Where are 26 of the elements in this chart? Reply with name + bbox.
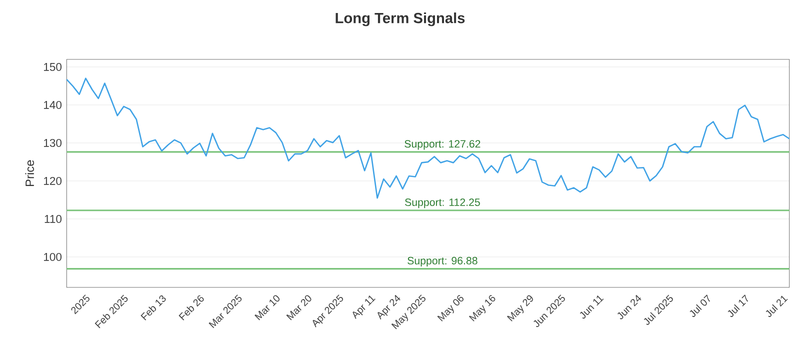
- x-tick-label: Apr 24: [378, 294, 400, 320]
- x-tick-label: Apr 11: [352, 295, 376, 320]
- y-tick-label: 130: [44, 138, 62, 147]
- ref-line-label: Support: 96.88: [408, 256, 478, 267]
- x-tick-label: Jul 07: [690, 294, 710, 318]
- x-tick-label: Mar 10: [254, 295, 280, 320]
- y-tick-label: 120: [44, 176, 62, 185]
- x-tick-label: Jun 24: [618, 294, 642, 320]
- x-tick-label: May 06: [437, 295, 464, 322]
- x-tick-label: Jun 11: [580, 295, 604, 319]
- line-series: [66, 78, 790, 199]
- chart-title: Long Term Signals: [336, 12, 465, 26]
- y-tick-label: 110: [44, 214, 62, 223]
- ref-line-label: Support: 112.25: [405, 198, 480, 208]
- ref-line-label: Support: 127.62: [404, 140, 480, 150]
- y-tick-label: 150: [44, 62, 62, 71]
- x-tick-label: Jul 17: [728, 294, 748, 318]
- y-tick-label: 100: [44, 252, 62, 261]
- y-axis-title: Price: [25, 160, 34, 186]
- y-tick-label: 140: [44, 100, 62, 109]
- x-tick-label: Feb 26: [178, 295, 204, 320]
- x-tick-label: Mar 20: [286, 295, 312, 320]
- x-tick-label: May 16: [468, 295, 496, 322]
- x-tick-label: May 29: [506, 295, 533, 322]
- x-tick-label: Jul 21: [766, 296, 788, 318]
- x-tick-label: Feb 13: [140, 295, 166, 320]
